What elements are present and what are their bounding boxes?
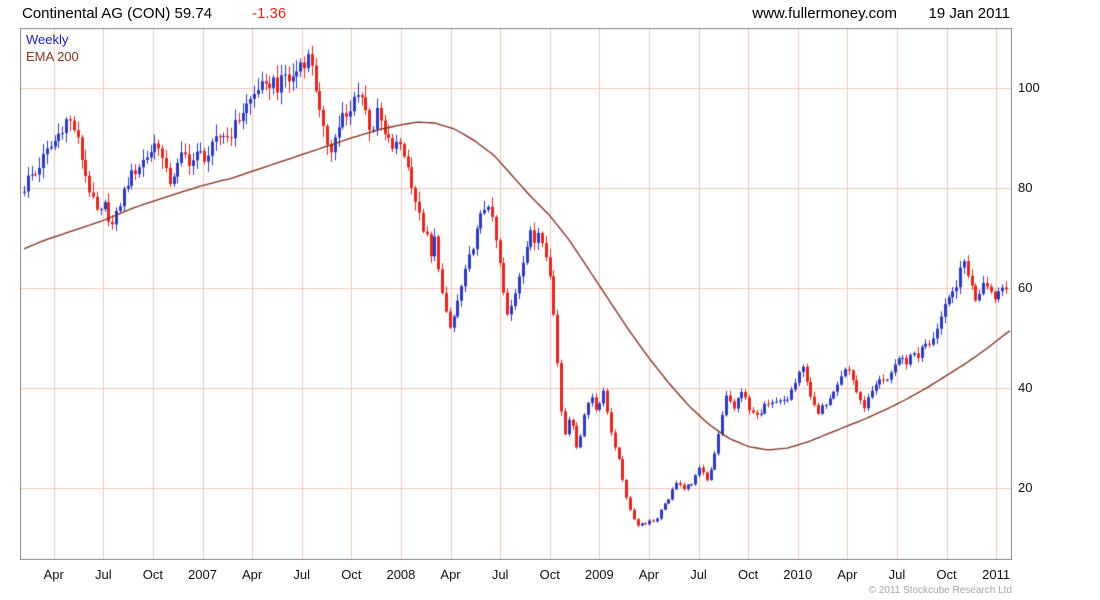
- x-axis-label: Oct: [738, 567, 759, 582]
- date-label: 19 Jan 2011: [928, 5, 1010, 22]
- x-axis-label: 2007: [188, 567, 217, 582]
- legend-timeframe-label: Weekly: [26, 32, 69, 47]
- x-axis-label: Oct: [142, 567, 164, 582]
- x-axis-label: Apr: [43, 567, 64, 582]
- x-axis-label: Jul: [95, 567, 112, 582]
- x-axis-label: Oct: [539, 567, 560, 582]
- chart-legend: Weekly EMA 200: [26, 31, 79, 65]
- y-axis-label: 60: [1018, 280, 1033, 295]
- copyright-notice: © 2011 Stockcube Research Ltd: [868, 585, 1012, 596]
- x-axis-label: Apr: [638, 567, 660, 582]
- x-axis-label: 2010: [783, 567, 813, 582]
- x-axis-label: Apr: [837, 567, 858, 582]
- x-axis-label: Oct: [936, 567, 957, 582]
- x-axis-label: Jul: [293, 567, 311, 582]
- legend-ema-label: EMA 200: [26, 49, 79, 64]
- x-axis-label: 2011: [982, 567, 1011, 582]
- x-axis-label: Oct: [341, 567, 362, 582]
- site-watermark: www.fullermoney.com: [752, 5, 897, 22]
- x-axis-label: Apr: [242, 567, 263, 582]
- x-axis-label: Jul: [690, 567, 707, 582]
- price-chart-canvas: [20, 28, 1012, 560]
- x-axis-label: Apr: [440, 567, 461, 582]
- y-axis-label: 20: [1018, 480, 1033, 495]
- price-change: -1.36: [252, 5, 287, 22]
- x-axis-label: Jul: [888, 567, 906, 582]
- y-axis-label: 80: [1018, 180, 1033, 195]
- x-axis-label: 2009: [584, 567, 614, 582]
- x-axis-label: Jul: [491, 567, 509, 582]
- instrument-title: Continental AG (CON) 59.74: [22, 5, 213, 22]
- y-axis-label: 100: [1018, 80, 1040, 95]
- x-axis-label: 2008: [386, 567, 416, 582]
- y-axis-label: 40: [1018, 380, 1033, 395]
